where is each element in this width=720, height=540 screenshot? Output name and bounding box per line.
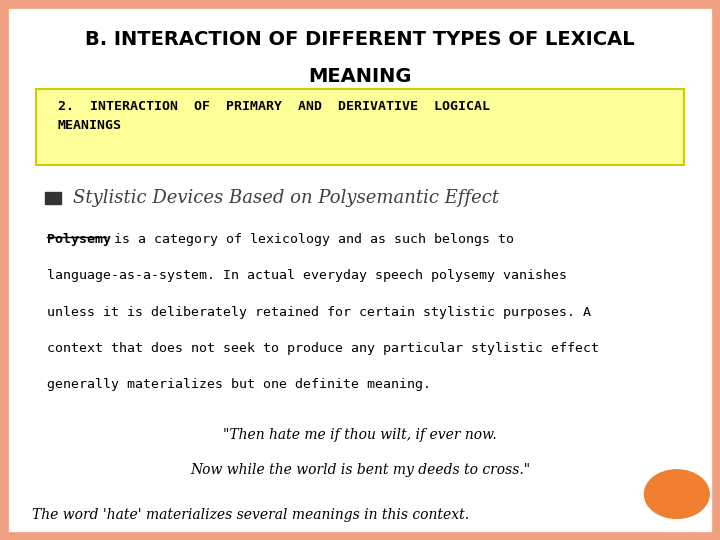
Text: B. INTERACTION OF DIFFERENT TYPES OF LEXICAL: B. INTERACTION OF DIFFERENT TYPES OF LEX… — [85, 30, 635, 49]
Text: is a category of lexicology and as such belongs to: is a category of lexicology and as such … — [106, 233, 514, 246]
Text: context that does not seek to produce any particular stylistic effect: context that does not seek to produce an… — [47, 342, 599, 355]
Text: "Then hate me if thou wilt, if ever now.: "Then hate me if thou wilt, if ever now. — [223, 428, 497, 442]
Text: Now while the world is bent my deeds to cross.": Now while the world is bent my deeds to … — [190, 463, 530, 477]
Text: The word 'hate' materializes several meanings in this context.: The word 'hate' materializes several mea… — [32, 508, 469, 522]
FancyBboxPatch shape — [36, 89, 684, 165]
Text: Stylistic Devices Based on Polysemantic Effect: Stylistic Devices Based on Polysemantic … — [73, 188, 500, 207]
Text: language-as-a-system. In actual everyday speech polysemy vanishes: language-as-a-system. In actual everyday… — [47, 269, 567, 282]
Text: generally materializes but one definite meaning.: generally materializes but one definite … — [47, 378, 431, 391]
Circle shape — [644, 470, 709, 518]
Text: Polysemy: Polysemy — [47, 233, 111, 246]
Bar — [45, 192, 61, 204]
Text: MEANING: MEANING — [308, 68, 412, 86]
Text: 2.  INTERACTION  OF  PRIMARY  AND  DERIVATIVE  LOGICAL
MEANINGS: 2. INTERACTION OF PRIMARY AND DERIVATIVE… — [58, 100, 490, 132]
Text: unless it is deliberately retained for certain stylistic purposes. A: unless it is deliberately retained for c… — [47, 306, 591, 319]
